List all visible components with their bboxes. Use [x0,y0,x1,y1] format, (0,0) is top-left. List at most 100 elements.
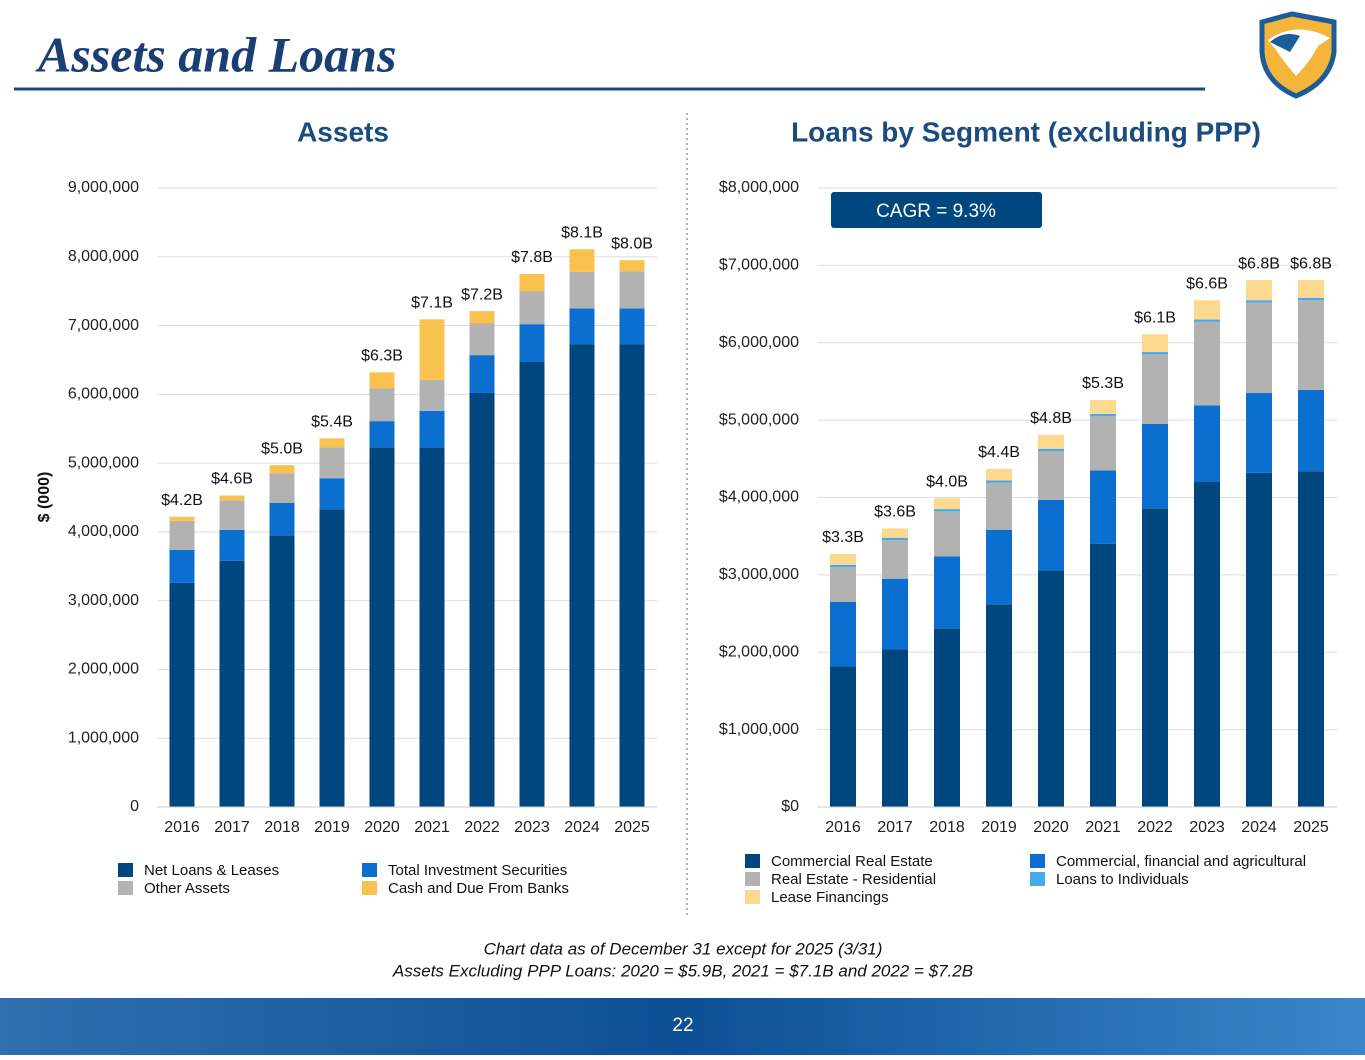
bar-segment [369,447,395,807]
bar-segment [369,388,395,422]
total-label: $3.3B [822,529,864,546]
bar-segment [1090,470,1116,544]
x-tick-label: 2023 [514,819,550,836]
bar-segment [1298,389,1324,472]
bar-segment [1142,352,1168,355]
bar-segment [269,535,295,807]
x-tick-label: 2024 [1241,819,1277,836]
bar-segment [986,468,1012,481]
bar-segment [319,478,345,510]
legend-swatch [1030,854,1045,868]
legend-label: Commercial, financial and agricultural [1056,853,1306,870]
bar-segment [469,392,495,807]
bar-segment [1090,416,1116,471]
y-tick-label: 7,000,000 [68,317,139,334]
total-label: $6.6B [1186,275,1228,292]
x-tick-label: 2018 [264,819,300,836]
y-tick-label: $2,000,000 [719,643,799,660]
y-tick-label: 0 [130,798,139,815]
bar-segment [1090,413,1116,417]
bar-segment [986,604,1012,807]
bar-segment [419,319,445,380]
x-tick-label: 2025 [1293,819,1329,836]
legend-swatch [118,863,133,877]
y-tick-label: $0 [781,798,799,815]
bar-segment [1090,543,1116,807]
total-label: $7.2B [461,286,503,303]
total-label: $4.0B [926,473,968,490]
bar-segment [569,249,595,272]
bar-segment [1038,570,1064,807]
x-tick-label: 2016 [164,819,200,836]
y-tick-label: 8,000,000 [68,248,139,265]
bar-segment [419,379,445,411]
note: Assets Excluding PPP Loans: 2020 = $5.9B… [392,961,973,980]
total-label: $6.1B [1134,309,1176,326]
bar-segment [1246,472,1272,807]
y-tick-label: $3,000,000 [719,566,799,583]
total-label: $6.3B [361,348,403,365]
bar-segment [1142,334,1168,353]
y-axis-label: $ (000) [36,472,53,523]
bar-segment [469,355,495,393]
x-tick-label: 2021 [414,819,450,836]
bar-segment [419,410,445,448]
y-tick-label: 2,000,000 [68,661,139,678]
total-label: $5.0B [261,440,303,457]
bar-segment [1142,423,1168,509]
legend-swatch [118,881,133,895]
bar-segment [1142,508,1168,807]
legend-swatch [745,872,760,886]
x-tick-label: 2020 [1033,819,1069,836]
bar-segment [519,324,545,363]
bar-segment [569,271,595,309]
x-tick-label: 2018 [929,819,965,836]
bar-segment [1298,297,1324,301]
bar-segment [619,308,645,345]
bar-segment [934,628,960,807]
legend-label: Lease Financings [771,889,889,906]
bar-segment [934,511,960,557]
bar-segment [219,529,245,561]
bar-segment [519,362,545,807]
x-tick-label: 2021 [1085,819,1121,836]
bar-segment [219,500,245,530]
total-label: $7.1B [411,295,453,312]
bar-segment [1194,300,1220,320]
x-tick-label: 2019 [314,819,350,836]
chart-title: Loans by Segment (excluding PPP) [791,116,1261,147]
annotation-box [831,192,1042,228]
total-label: $4.8B [1030,410,1072,427]
total-label: $4.2B [161,492,203,509]
bar-segment [882,528,908,538]
y-tick-label: 3,000,000 [68,592,139,609]
bar-segment [934,509,960,512]
bar-segment [1194,319,1220,322]
annotation: CAGR = 9.3% [876,201,996,222]
bar-segment [1142,354,1168,424]
y-tick-label: $8,000,000 [719,179,799,196]
total-label: $4.4B [978,444,1020,461]
legend-label: Real Estate - Residential [771,871,936,888]
bar-segment [1246,300,1272,303]
bar-segment [1038,448,1064,452]
bar-segment [619,260,645,272]
total-label: $3.6B [874,504,916,521]
page-title: Assets and Loans [35,26,396,82]
x-tick-label: 2023 [1189,819,1225,836]
bar-segment [419,447,445,807]
bar-segment [369,421,395,448]
x-tick-label: 2020 [364,819,400,836]
bar-segment [986,482,1012,530]
bar-segment [882,578,908,650]
bar-segment [169,520,195,550]
bar-segment [519,291,545,325]
y-tick-label: $7,000,000 [719,257,799,274]
bar-segment [986,529,1012,605]
total-label: $4.6B [211,471,253,488]
y-tick-label: $1,000,000 [719,721,799,738]
bar-segment [169,582,195,807]
bar-segment [219,560,245,807]
bar-segment [882,649,908,807]
